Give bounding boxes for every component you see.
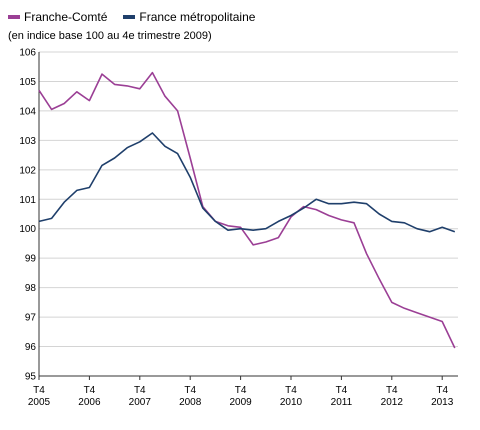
legend-item-france-metropolitaine: France métropolitaine (123, 10, 255, 24)
y-tick-label-98: 98 (25, 283, 37, 294)
legend-swatch-franche-comte (8, 15, 20, 19)
series-layer (38, 71, 456, 349)
axis-layer: 9596979899100101102103104105106T42005T42… (19, 48, 458, 408)
legend-swatch-france-metropolitaine (123, 15, 136, 19)
x-tick-label-year-2011: 2011 (331, 397, 353, 408)
y-tick-label-99: 99 (25, 254, 37, 265)
x-tick-label-year-2006: 2006 (78, 397, 101, 408)
series-line-france-metropolitaine (38, 132, 456, 233)
y-tick-label-97: 97 (25, 313, 37, 324)
x-tick-label-quarter-2013: T4 (436, 385, 448, 396)
grid-layer (39, 51, 458, 377)
x-tick-label-year-2013: 2013 (431, 397, 454, 408)
y-tick-label-106: 106 (19, 48, 36, 59)
legend-label-franche-comte: Franche-Comté (24, 10, 108, 24)
series-line-franche-comte (38, 71, 456, 349)
x-tick-label-quarter-2012: T4 (386, 385, 398, 396)
y-tick-label-100: 100 (19, 224, 36, 235)
legend-item-franche-comte: Franche-Comté (8, 10, 107, 24)
x-tick-label-quarter-2011: T4 (336, 385, 348, 396)
chart-subtitle: (en indice base 100 au 4e trimestre 2009… (8, 30, 212, 42)
y-tick-label-104: 104 (19, 106, 36, 117)
x-tick-label-quarter-2010: T4 (285, 385, 297, 396)
x-tick-label-quarter-2007: T4 (134, 385, 146, 396)
chart-legend: Franche-Comté France métropolitaine (8, 9, 271, 25)
y-tick-label-95: 95 (25, 372, 37, 383)
x-tick-label-year-2010: 2010 (280, 397, 303, 408)
y-tick-label-105: 105 (19, 77, 36, 88)
x-tick-label-quarter-2009: T4 (235, 385, 247, 396)
x-tick-label-year-2012: 2012 (381, 397, 404, 408)
x-tick-label-year-2008: 2008 (179, 397, 202, 408)
x-tick-label-quarter-2005: T4 (33, 385, 45, 396)
x-tick-label-year-2005: 2005 (28, 397, 51, 408)
y-tick-label-102: 102 (19, 165, 36, 176)
legend-label-france-metropolitaine: France métropolitaine (139, 10, 256, 24)
y-tick-label-96: 96 (25, 342, 37, 353)
x-tick-label-year-2009: 2009 (229, 397, 252, 408)
x-tick-label-quarter-2006: T4 (84, 385, 96, 396)
y-tick-label-103: 103 (19, 136, 36, 147)
x-tick-label-quarter-2008: T4 (184, 385, 196, 396)
y-tick-label-101: 101 (19, 195, 36, 206)
x-tick-label-year-2007: 2007 (129, 397, 152, 408)
